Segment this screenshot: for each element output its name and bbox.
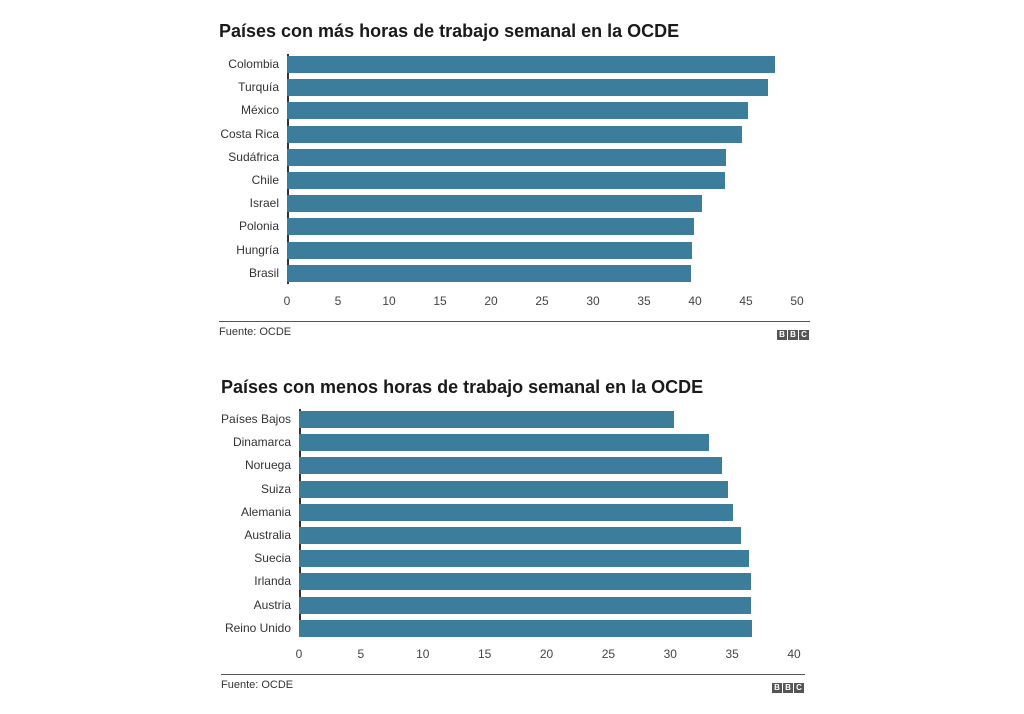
bar-row: Reino Unido — [225, 619, 794, 643]
category-label: Brasil — [248, 265, 279, 280]
category-label: México — [240, 103, 279, 118]
category-label: Países Bajos — [220, 412, 291, 426]
category-label: Costa Rica — [220, 126, 279, 141]
x-tick-label: 10 — [416, 647, 430, 661]
x-tick-label: 5 — [334, 294, 342, 308]
bar — [287, 148, 726, 166]
category-label: Dinamarca — [232, 435, 291, 450]
x-tick-label: 40 — [688, 294, 702, 308]
source-text: Fuente: OCDE — [221, 679, 294, 691]
y-axis-line — [287, 54, 289, 284]
x-tick-label: 5 — [357, 647, 365, 661]
x-tick-label: 30 — [586, 294, 600, 308]
plot-area: Colombia Turquía México Costa Rica Sudáfrica… — [220, 54, 804, 308]
x-tick-label: 25 — [601, 647, 616, 661]
bar-row: Suiza — [261, 480, 794, 504]
bar — [299, 550, 750, 568]
category-label: Sudáfrica — [228, 149, 279, 164]
bar — [287, 172, 725, 189]
category-label: Irlanda — [254, 574, 291, 589]
category-label: Israel — [249, 196, 279, 211]
bar-row: Suecia — [254, 550, 794, 573]
bar-row: Alemania — [241, 503, 794, 527]
x-tick-label: 25 — [535, 294, 549, 308]
plot-area: Países Bajos Dinamarca Noruega Suiza Alemani… — [221, 409, 801, 661]
chart-title: Países con menos horas de trabajo semana… — [221, 377, 704, 397]
bar — [299, 596, 751, 614]
bar-row: Dinamarca — [233, 434, 794, 457]
bar — [299, 503, 734, 521]
x-tick-label: 15 — [433, 294, 447, 308]
category-label: Suecia — [254, 551, 291, 566]
bar — [287, 102, 749, 120]
category-label: Austria — [253, 597, 291, 612]
x-tick-label: 50 — [790, 294, 804, 308]
bar-row: Países Bajos — [221, 411, 794, 434]
bar — [287, 79, 769, 97]
bar-row: Hungría — [236, 241, 797, 265]
bar-row: Turquía — [238, 79, 797, 102]
bar-row: Irlanda — [254, 573, 794, 596]
bar — [287, 264, 691, 282]
bar-row: Noruega — [245, 457, 794, 480]
y-axis-line — [299, 409, 301, 637]
x-tick-label: 45 — [739, 294, 753, 308]
footer-rule — [219, 321, 810, 322]
x-tick-label: 15 — [477, 647, 492, 661]
x-tick-label: 0 — [283, 294, 291, 308]
category-label: Reino Unido — [224, 620, 291, 635]
bar-row: Polonia — [239, 218, 797, 241]
bar-row: Brasil — [249, 264, 797, 288]
x-tick-label: 10 — [382, 294, 396, 308]
category-label: Chile — [251, 173, 279, 187]
bar — [299, 457, 723, 475]
x-tick-label: 35 — [725, 647, 739, 661]
category-label: Suiza — [260, 481, 291, 496]
bar-row: Costa Rica — [220, 125, 797, 149]
chart-title: Países con más horas de trabajo semanal … — [219, 21, 680, 41]
bar — [299, 480, 729, 498]
x-tick-label: 30 — [663, 647, 677, 661]
bar-row: México — [241, 102, 797, 125]
x-tick-label: 20 — [539, 647, 554, 661]
category-label: Noruega — [244, 458, 291, 473]
category-label: Polonia — [238, 219, 279, 234]
bar — [287, 56, 775, 73]
chart-most-hours: Países con más horas de trabajo semanal … — [219, 21, 810, 340]
bar — [299, 411, 674, 428]
bar — [299, 527, 741, 544]
category-label: Hungría — [236, 242, 279, 257]
bar-row: Austria — [254, 596, 794, 620]
source-text: Fuente: OCDE — [219, 326, 292, 338]
bar — [287, 241, 692, 259]
bar-row: Sudáfrica — [228, 148, 797, 172]
bar-row: Israel — [250, 195, 797, 218]
x-tick-label: 20 — [484, 294, 498, 308]
bar-row: Chile — [252, 172, 797, 195]
bar — [287, 218, 694, 236]
category-label: Turquía — [238, 80, 279, 95]
x-tick-label: 40 — [787, 647, 801, 661]
x-tick-label: 0 — [295, 647, 303, 661]
bar — [287, 195, 703, 213]
category-label: Colombia — [228, 57, 279, 71]
category-label: Australia — [244, 528, 291, 542]
bar-row: Australia — [244, 527, 794, 550]
footer-rule — [221, 674, 805, 675]
bar — [287, 125, 742, 143]
category-label: Alemania — [240, 504, 291, 519]
bar-row: Colombia — [228, 56, 797, 79]
bar — [299, 573, 751, 591]
bar — [299, 619, 752, 637]
bar — [299, 434, 709, 452]
x-tick-label: 35 — [637, 294, 651, 308]
